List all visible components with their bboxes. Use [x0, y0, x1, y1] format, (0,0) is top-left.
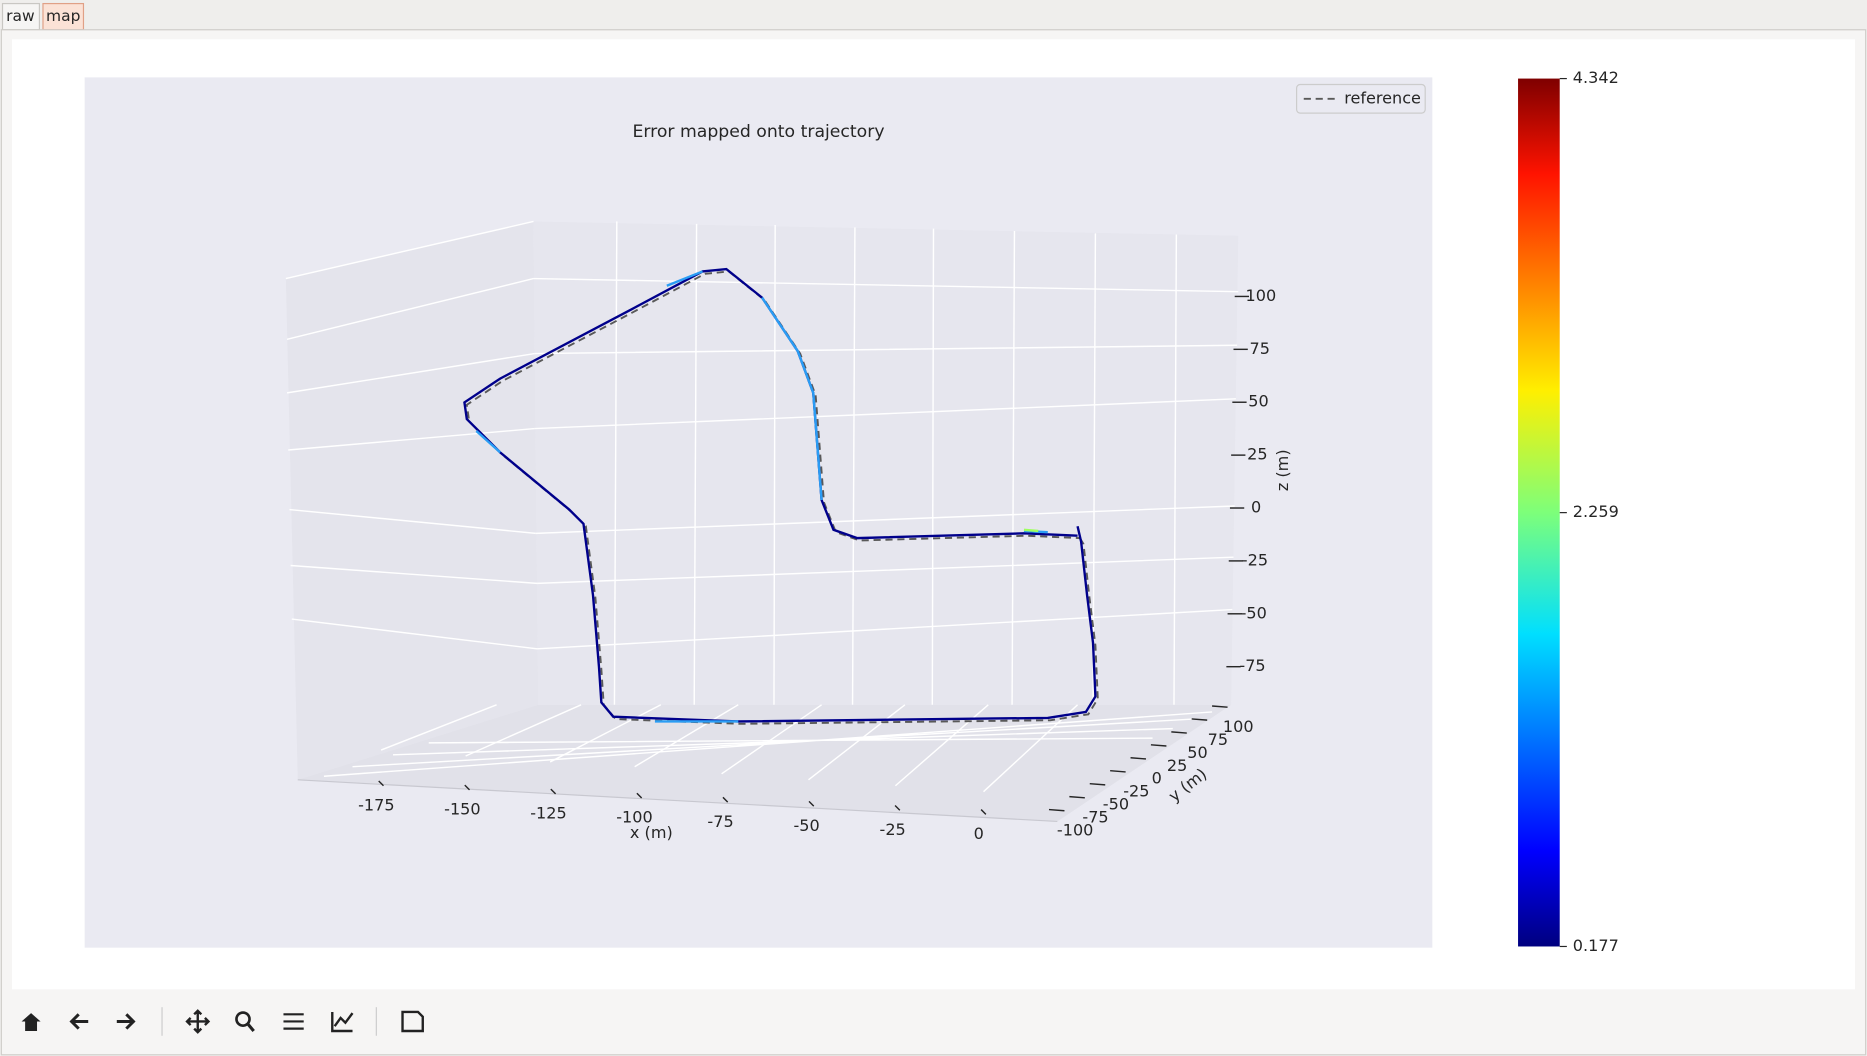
x-tick-label: -125	[530, 804, 566, 823]
save-button[interactable]	[401, 1010, 424, 1033]
z-tick-label: 25	[1247, 445, 1267, 464]
y-tick-label: -100	[1057, 820, 1093, 839]
z-tick-label: 50	[1248, 392, 1268, 411]
x-tick	[894, 804, 901, 811]
colorbar-tick-label: 2.259	[1573, 502, 1619, 521]
y-tick	[1110, 770, 1126, 773]
toolbar	[21, 1007, 424, 1036]
tab-label[interactable]: raw	[6, 7, 35, 25]
z-tick-label: -50	[1241, 603, 1267, 622]
y-tick	[1171, 731, 1187, 734]
colorbar	[1518, 78, 1560, 947]
y-tick	[1150, 744, 1167, 747]
z-tick-label: 0	[1251, 498, 1261, 517]
y-tick	[1212, 705, 1228, 708]
grid-line	[285, 220, 538, 650]
x-tick-label: -25	[880, 820, 906, 839]
trajectory-error	[475, 270, 1048, 723]
y-tick-label: -25	[1123, 782, 1149, 801]
z-tick-label: -25	[1242, 550, 1268, 569]
chart-title: Error mapped onto trajectory	[632, 122, 884, 142]
colorbar-tick-label: 0.177	[1573, 936, 1619, 955]
x-tick	[722, 796, 729, 803]
grid-line	[380, 704, 1079, 793]
pan-button[interactable]	[185, 1009, 211, 1034]
tab-bar	[0, 0, 1867, 30]
z-tick-label: 100	[1246, 286, 1277, 305]
tab-label[interactable]: map	[46, 7, 80, 25]
x-tick-label: -100	[616, 808, 652, 827]
x-tick	[808, 800, 815, 807]
y-tick	[1048, 808, 1065, 812]
y-tick-label: 0	[1152, 769, 1162, 788]
x-tick-label: -75	[707, 812, 733, 831]
back-pane	[533, 221, 1239, 705]
y-tick-label: -50	[1103, 795, 1129, 814]
forward-button[interactable]	[116, 1013, 136, 1030]
x-tick	[550, 788, 557, 795]
x-axis-label: x (m)	[630, 823, 673, 842]
y-tick	[1089, 782, 1106, 786]
x-tick-label: -50	[793, 816, 819, 835]
x-tick-label: -175	[358, 795, 394, 814]
zoom-handle	[246, 1022, 255, 1032]
x-tick-label: -150	[444, 800, 480, 819]
legend	[1296, 83, 1426, 114]
z-tick-label: -75	[1239, 656, 1265, 675]
grid-line	[613, 221, 1178, 705]
y-tick-label: 100	[1223, 717, 1254, 736]
x-tick	[378, 780, 384, 787]
y-tick-label: 50	[1187, 743, 1207, 762]
y-tick	[1191, 718, 1208, 721]
x-axis-line	[297, 779, 1058, 823]
edit-button[interactable]	[331, 1011, 354, 1033]
z-tick-label: 75	[1249, 339, 1269, 358]
y-tick-label: 25	[1167, 756, 1187, 775]
configure-button[interactable]	[283, 1013, 304, 1030]
y-tick	[1069, 795, 1085, 799]
home-button[interactable]	[21, 1013, 41, 1031]
reference-line	[465, 270, 1099, 725]
colorbar-tick-label: 4.342	[1573, 68, 1619, 87]
left-pane	[285, 221, 539, 780]
y-tick	[1130, 757, 1147, 760]
x-tick	[980, 809, 987, 815]
legend-label: reference	[1344, 88, 1421, 107]
x-tick	[464, 784, 471, 791]
z-axis-label: z (m)	[1273, 449, 1292, 491]
grid-line	[533, 277, 1239, 650]
back-button[interactable]	[69, 1013, 89, 1030]
y-tick-label: 75	[1208, 730, 1228, 749]
pane-grid	[285, 220, 1239, 793]
x-tick	[636, 792, 643, 799]
grid-line	[323, 711, 1213, 777]
trajectory-error	[1023, 528, 1039, 533]
y-tick-label: -75	[1082, 808, 1108, 827]
x-tick-label: 0	[974, 824, 984, 843]
zoom-button[interactable]	[235, 1011, 251, 1027]
